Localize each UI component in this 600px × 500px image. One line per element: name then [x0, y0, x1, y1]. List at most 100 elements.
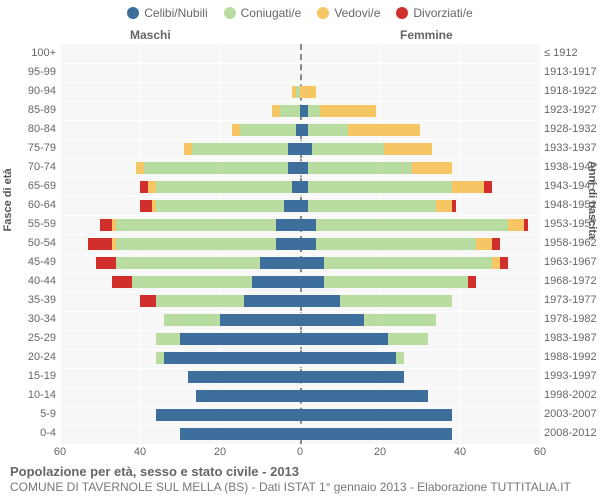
bar-segment — [484, 181, 492, 193]
bar-female — [300, 86, 316, 98]
bar-segment — [300, 105, 308, 117]
pyramid-row — [60, 101, 540, 120]
bar-female — [300, 409, 452, 421]
legend-swatch — [224, 7, 236, 19]
bar-segment — [308, 162, 412, 174]
pyramid-row — [60, 406, 540, 425]
bar-segment — [300, 371, 404, 383]
legend-item: Coniugati/e — [224, 6, 302, 20]
bar-segment — [412, 162, 452, 174]
bar-segment — [88, 238, 112, 250]
bar-segment — [324, 257, 492, 269]
y-label-birth: 2008-2012 — [544, 427, 600, 439]
bar-female — [300, 124, 420, 136]
bar-segment — [140, 295, 156, 307]
pyramid-row — [60, 139, 540, 158]
bar-segment — [288, 162, 300, 174]
bar-segment — [308, 200, 436, 212]
bar-segment — [180, 428, 300, 440]
bar-male — [196, 390, 300, 402]
y-label-age: 100+ — [0, 47, 56, 59]
y-label-birth: 1983-1987 — [544, 332, 600, 344]
label-female: Femmine — [400, 28, 453, 42]
bar-female — [300, 181, 492, 193]
y-label-birth: 1978-1982 — [544, 313, 600, 325]
pyramid-row — [60, 273, 540, 292]
bar-segment — [156, 352, 164, 364]
y-label-birth: ≤ 1912 — [544, 47, 600, 59]
y-label-age: 85-89 — [0, 104, 56, 116]
y-label-age: 20-24 — [0, 351, 56, 363]
pyramid-row — [60, 215, 540, 234]
legend-swatch — [317, 7, 329, 19]
bar-segment — [320, 105, 376, 117]
y-label-birth: 1968-1972 — [544, 275, 600, 287]
pyramid-row — [60, 63, 540, 82]
bar-female — [300, 276, 476, 288]
bar-male — [164, 314, 300, 326]
bar-segment — [388, 333, 428, 345]
bar-segment — [396, 352, 404, 364]
bar-segment — [300, 238, 316, 250]
bar-segment — [324, 276, 468, 288]
bar-male — [100, 219, 300, 231]
bar-male — [180, 428, 300, 440]
bar-segment — [500, 257, 508, 269]
bar-female — [300, 295, 452, 307]
y-label-age: 75-79 — [0, 142, 56, 154]
pyramid-row — [60, 44, 540, 63]
bar-male — [184, 143, 300, 155]
legend: Celibi/NubiliConiugati/eVedovi/eDivorzia… — [0, 6, 600, 22]
y-label-birth: 1948-1952 — [544, 199, 600, 211]
bar-segment — [300, 200, 308, 212]
pyramid-row — [60, 292, 540, 311]
pyramid-row — [60, 234, 540, 253]
bar-segment — [196, 390, 300, 402]
pyramid-row — [60, 330, 540, 349]
y-label-birth: 1958-1962 — [544, 237, 600, 249]
y-label-age: 10-14 — [0, 389, 56, 401]
bar-segment — [220, 314, 300, 326]
bar-segment — [240, 124, 296, 136]
bar-segment — [188, 371, 300, 383]
bar-segment — [436, 200, 452, 212]
bar-segment — [300, 143, 312, 155]
bar-male — [272, 105, 300, 117]
bar-segment — [144, 162, 288, 174]
bar-segment — [492, 257, 500, 269]
bar-male — [136, 162, 300, 174]
pyramid-row — [60, 120, 540, 139]
bar-segment — [452, 181, 484, 193]
bar-male — [140, 200, 300, 212]
bar-segment — [300, 295, 340, 307]
bar-segment — [272, 105, 280, 117]
bar-segment — [280, 105, 300, 117]
x-axis-tick-label: 0 — [297, 446, 303, 458]
pyramid-row — [60, 254, 540, 273]
bar-male — [292, 86, 300, 98]
y-label-age: 25-29 — [0, 332, 56, 344]
bar-segment — [300, 219, 316, 231]
legend-swatch — [127, 7, 139, 19]
legend-label: Coniugati/e — [241, 6, 302, 20]
bar-segment — [476, 238, 492, 250]
y-label-birth: 1923-1927 — [544, 104, 600, 116]
y-label-age: 70-74 — [0, 161, 56, 173]
x-axis-tick-label: 60 — [54, 446, 66, 458]
y-label-age: 80-84 — [0, 123, 56, 135]
label-male: Maschi — [130, 28, 171, 42]
population-pyramid-chart: Celibi/NubiliConiugati/eVedovi/eDivorzia… — [0, 0, 600, 500]
bar-segment — [164, 314, 220, 326]
bar-male — [88, 238, 300, 250]
bar-female — [300, 352, 404, 364]
y-label-age: 90-94 — [0, 85, 56, 97]
plot-area — [60, 44, 540, 444]
bar-segment — [308, 105, 320, 117]
bar-female — [300, 105, 376, 117]
bar-segment — [156, 333, 180, 345]
bar-male — [232, 124, 300, 136]
bar-female — [300, 162, 452, 174]
bar-segment — [308, 124, 348, 136]
legend-label: Celibi/Nubili — [144, 6, 207, 20]
bar-segment — [132, 276, 252, 288]
